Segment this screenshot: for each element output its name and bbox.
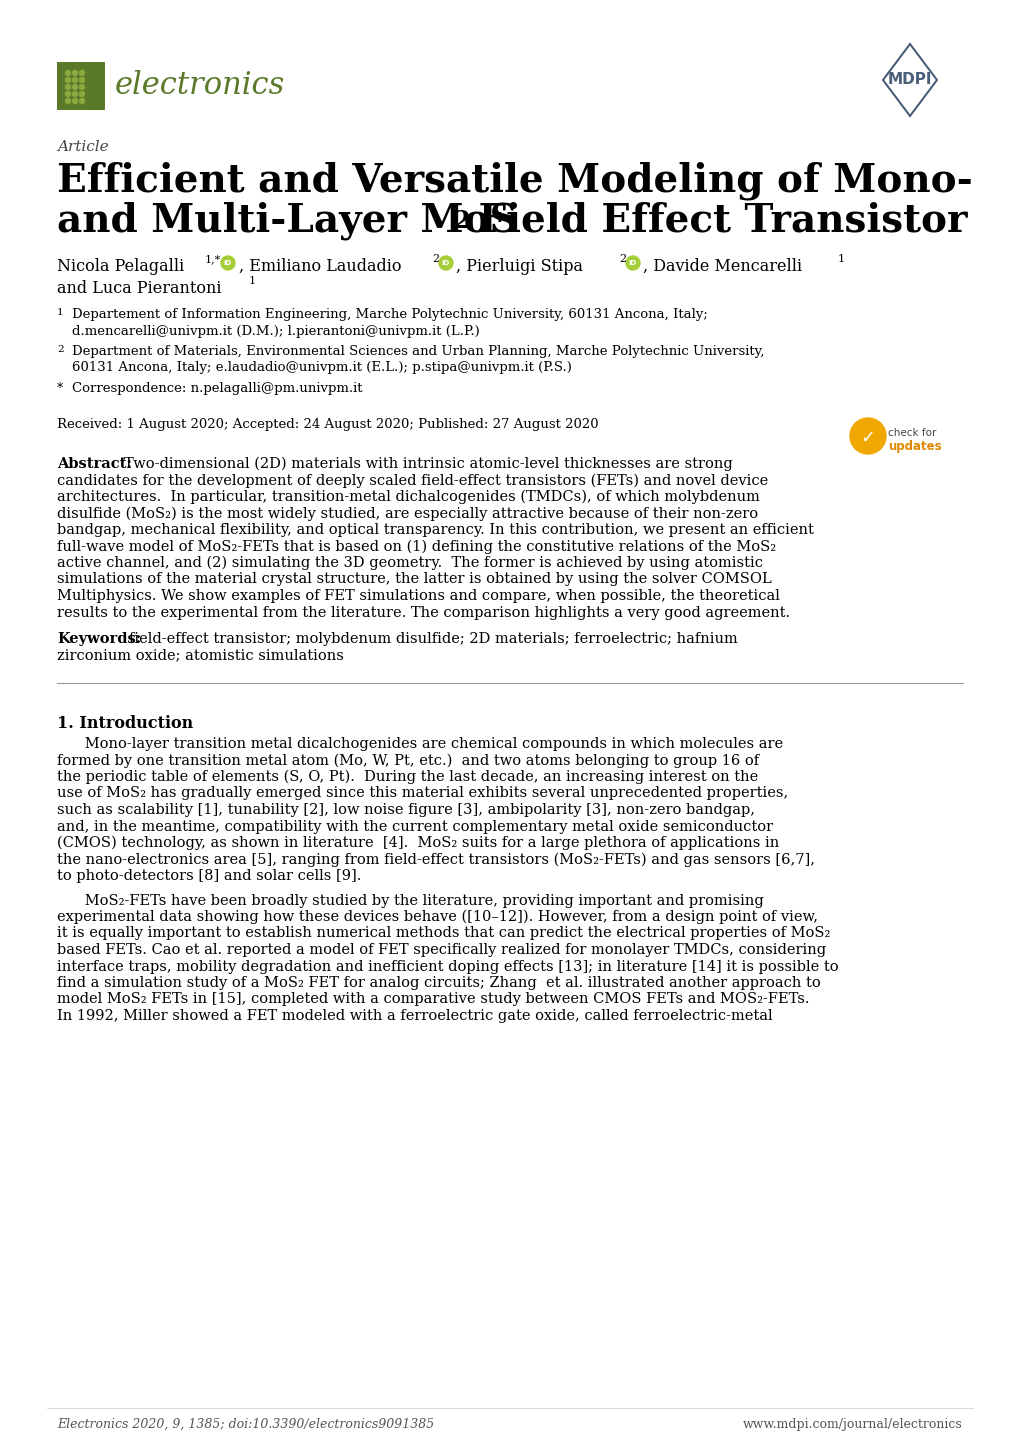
Text: experimental data showing how these devices behave ([10–12]). However, from a de: experimental data showing how these devi…	[57, 910, 817, 924]
Text: zirconium oxide; atomistic simulations: zirconium oxide; atomistic simulations	[57, 649, 343, 662]
Text: 60131 Ancona, Italy; e.laudadio@univpm.it (E.L.); p.stipa@univpm.it (P.S.): 60131 Ancona, Italy; e.laudadio@univpm.i…	[72, 362, 572, 375]
Text: active channel, and (2) simulating the 3D geometry.  The former is achieved by u: active channel, and (2) simulating the 3…	[57, 557, 762, 571]
Text: and Multi-Layer MoS: and Multi-Layer MoS	[57, 202, 517, 241]
Circle shape	[65, 85, 70, 89]
Circle shape	[221, 257, 234, 270]
Text: Multiphysics. We show examples of FET simulations and compare, when possible, th: Multiphysics. We show examples of FET si…	[57, 588, 780, 603]
Text: interface traps, mobility degradation and inefficient doping effects [13]; in li: interface traps, mobility degradation an…	[57, 959, 838, 973]
Text: such as scalability [1], tunability [2], low noise figure [3], ambipolarity [3],: such as scalability [1], tunability [2],…	[57, 803, 754, 818]
Text: Correspondence: n.pelagalli@pm.univpm.it: Correspondence: n.pelagalli@pm.univpm.it	[72, 382, 362, 395]
Text: 1: 1	[57, 309, 63, 317]
Text: , Pierluigi Stipa: , Pierluigi Stipa	[455, 258, 583, 275]
Text: iD: iD	[223, 260, 232, 265]
Text: Keywords:: Keywords:	[57, 632, 141, 646]
Text: formed by one transition metal atom (Mo, W, Pt, etc.)  and two atoms belonging t: formed by one transition metal atom (Mo,…	[57, 754, 758, 769]
Circle shape	[79, 98, 85, 104]
Text: www.mdpi.com/journal/electronics: www.mdpi.com/journal/electronics	[743, 1417, 962, 1430]
Circle shape	[72, 98, 77, 104]
Text: based FETs. Cao et al. reported a model of FET specifically realized for monolay: based FETs. Cao et al. reported a model …	[57, 943, 825, 957]
Text: model MoS₂ FETs in [15], completed with a comparative study between CMOS FETs an: model MoS₂ FETs in [15], completed with …	[57, 992, 809, 1007]
Text: 2: 2	[432, 254, 439, 264]
Circle shape	[849, 418, 886, 454]
Text: the periodic table of elements (S, O, Pt).  During the last decade, an increasin: the periodic table of elements (S, O, Pt…	[57, 770, 757, 784]
Text: MDPI: MDPI	[887, 72, 931, 88]
Text: iD: iD	[629, 260, 637, 265]
Text: Field Effect Transistor: Field Effect Transistor	[465, 202, 967, 239]
Text: simulations of the material crystal structure, the latter is obtained by using t: simulations of the material crystal stru…	[57, 572, 771, 587]
Circle shape	[65, 91, 70, 97]
Circle shape	[72, 85, 77, 89]
Text: 1: 1	[249, 275, 256, 286]
Text: MoS₂-FETs have been broadly studied by the literature, providing important and p: MoS₂-FETs have been broadly studied by t…	[57, 894, 763, 907]
Text: 2: 2	[57, 345, 63, 353]
Text: candidates for the development of deeply scaled field-effect transistors (FETs) : candidates for the development of deeply…	[57, 473, 767, 487]
Circle shape	[79, 85, 85, 89]
Circle shape	[72, 91, 77, 97]
Text: (CMOS) technology, as shown in literature  [4].  MoS₂ suits for a large plethora: (CMOS) technology, as shown in literatur…	[57, 836, 779, 851]
Text: iD: iD	[441, 260, 449, 265]
Text: use of MoS₂ has gradually emerged since this material exhibits several unprecede: use of MoS₂ has gradually emerged since …	[57, 786, 788, 800]
Text: results to the experimental from the literature. The comparison highlights a ver: results to the experimental from the lit…	[57, 606, 790, 620]
Text: In 1992, Miller showed a FET modeled with a ferroelectric gate oxide, called fer: In 1992, Miller showed a FET modeled wit…	[57, 1009, 771, 1022]
Text: Received: 1 August 2020; Accepted: 24 August 2020; Published: 27 August 2020: Received: 1 August 2020; Accepted: 24 Au…	[57, 418, 598, 431]
Circle shape	[79, 78, 85, 82]
Circle shape	[72, 78, 77, 82]
Text: , Emiliano Laudadio: , Emiliano Laudadio	[238, 258, 401, 275]
Text: full-wave model of MoS₂-FETs that is based on (1) defining the constitutive rela: full-wave model of MoS₂-FETs that is bas…	[57, 539, 775, 554]
Circle shape	[72, 71, 77, 75]
Text: *: *	[57, 382, 63, 395]
Text: d.mencarelli@univpm.it (D.M.); l.pierantoni@univpm.it (L.P.): d.mencarelli@univpm.it (D.M.); l.pierant…	[72, 324, 479, 337]
Text: to photo-detectors [8] and solar cells [9].: to photo-detectors [8] and solar cells […	[57, 870, 361, 883]
Text: Nicola Pelagalli: Nicola Pelagalli	[57, 258, 184, 275]
Text: and Luca Pierantoni: and Luca Pierantoni	[57, 280, 221, 297]
Text: Department of Materials, Environmental Sciences and Urban Planning, Marche Polyt: Department of Materials, Environmental S…	[72, 345, 764, 358]
Text: architectures.  In particular, transition-metal dichalcogenides (TMDCs), of whic: architectures. In particular, transition…	[57, 490, 759, 505]
Text: Abstract:: Abstract:	[57, 457, 131, 472]
Text: 2: 2	[452, 209, 469, 234]
Text: Electronics 2020, 9, 1385; doi:10.3390/electronics9091385: Electronics 2020, 9, 1385; doi:10.3390/e…	[57, 1417, 434, 1430]
Text: , Davide Mencarelli: , Davide Mencarelli	[642, 258, 801, 275]
Text: 1,*: 1,*	[205, 254, 221, 264]
Text: updates: updates	[888, 440, 941, 453]
FancyBboxPatch shape	[57, 62, 105, 110]
Text: Efficient and Versatile Modeling of Mono-: Efficient and Versatile Modeling of Mono…	[57, 162, 972, 200]
Text: it is equally important to establish numerical methods that can predict the elec: it is equally important to establish num…	[57, 927, 829, 940]
Text: field-effect transistor; molybdenum disulfide; 2D materials; ferroelectric; hafn: field-effect transistor; molybdenum disu…	[128, 632, 737, 646]
Polygon shape	[882, 45, 936, 115]
Text: check for: check for	[888, 428, 935, 438]
Circle shape	[65, 78, 70, 82]
Circle shape	[65, 71, 70, 75]
Circle shape	[626, 257, 639, 270]
Text: ✓: ✓	[860, 430, 874, 447]
Text: the nano-electronics area [5], ranging from field-effect transistors (MoS₂-FETs): the nano-electronics area [5], ranging f…	[57, 852, 814, 867]
Circle shape	[79, 91, 85, 97]
Text: Departement of Information Engineering, Marche Polytechnic University, 60131 Anc: Departement of Information Engineering, …	[72, 309, 707, 322]
Circle shape	[438, 257, 452, 270]
Text: find a simulation study of a MoS₂ FET for analog circuits; Zhang  et al. illustr: find a simulation study of a MoS₂ FET fo…	[57, 976, 820, 991]
Text: electronics: electronics	[115, 71, 285, 101]
Text: Two-dimensional (2D) materials with intrinsic atomic-level thicknesses are stron: Two-dimensional (2D) materials with intr…	[124, 457, 732, 472]
Circle shape	[79, 71, 85, 75]
Text: bandgap, mechanical flexibility, and optical transparency. In this contribution,: bandgap, mechanical flexibility, and opt…	[57, 523, 813, 536]
Text: 1. Introduction: 1. Introduction	[57, 715, 193, 733]
Text: and, in the meantime, compatibility with the current complementary metal oxide s: and, in the meantime, compatibility with…	[57, 819, 772, 833]
Text: Mono-layer transition metal dicalchogenides are chemical compounds in which mole: Mono-layer transition metal dicalchogeni…	[57, 737, 783, 751]
Text: 2: 2	[619, 254, 626, 264]
Text: 1: 1	[838, 254, 845, 264]
Text: Article: Article	[57, 140, 108, 154]
Circle shape	[65, 98, 70, 104]
Text: disulfide (MoS₂) is the most widely studied, are especially attractive because o: disulfide (MoS₂) is the most widely stud…	[57, 506, 757, 521]
